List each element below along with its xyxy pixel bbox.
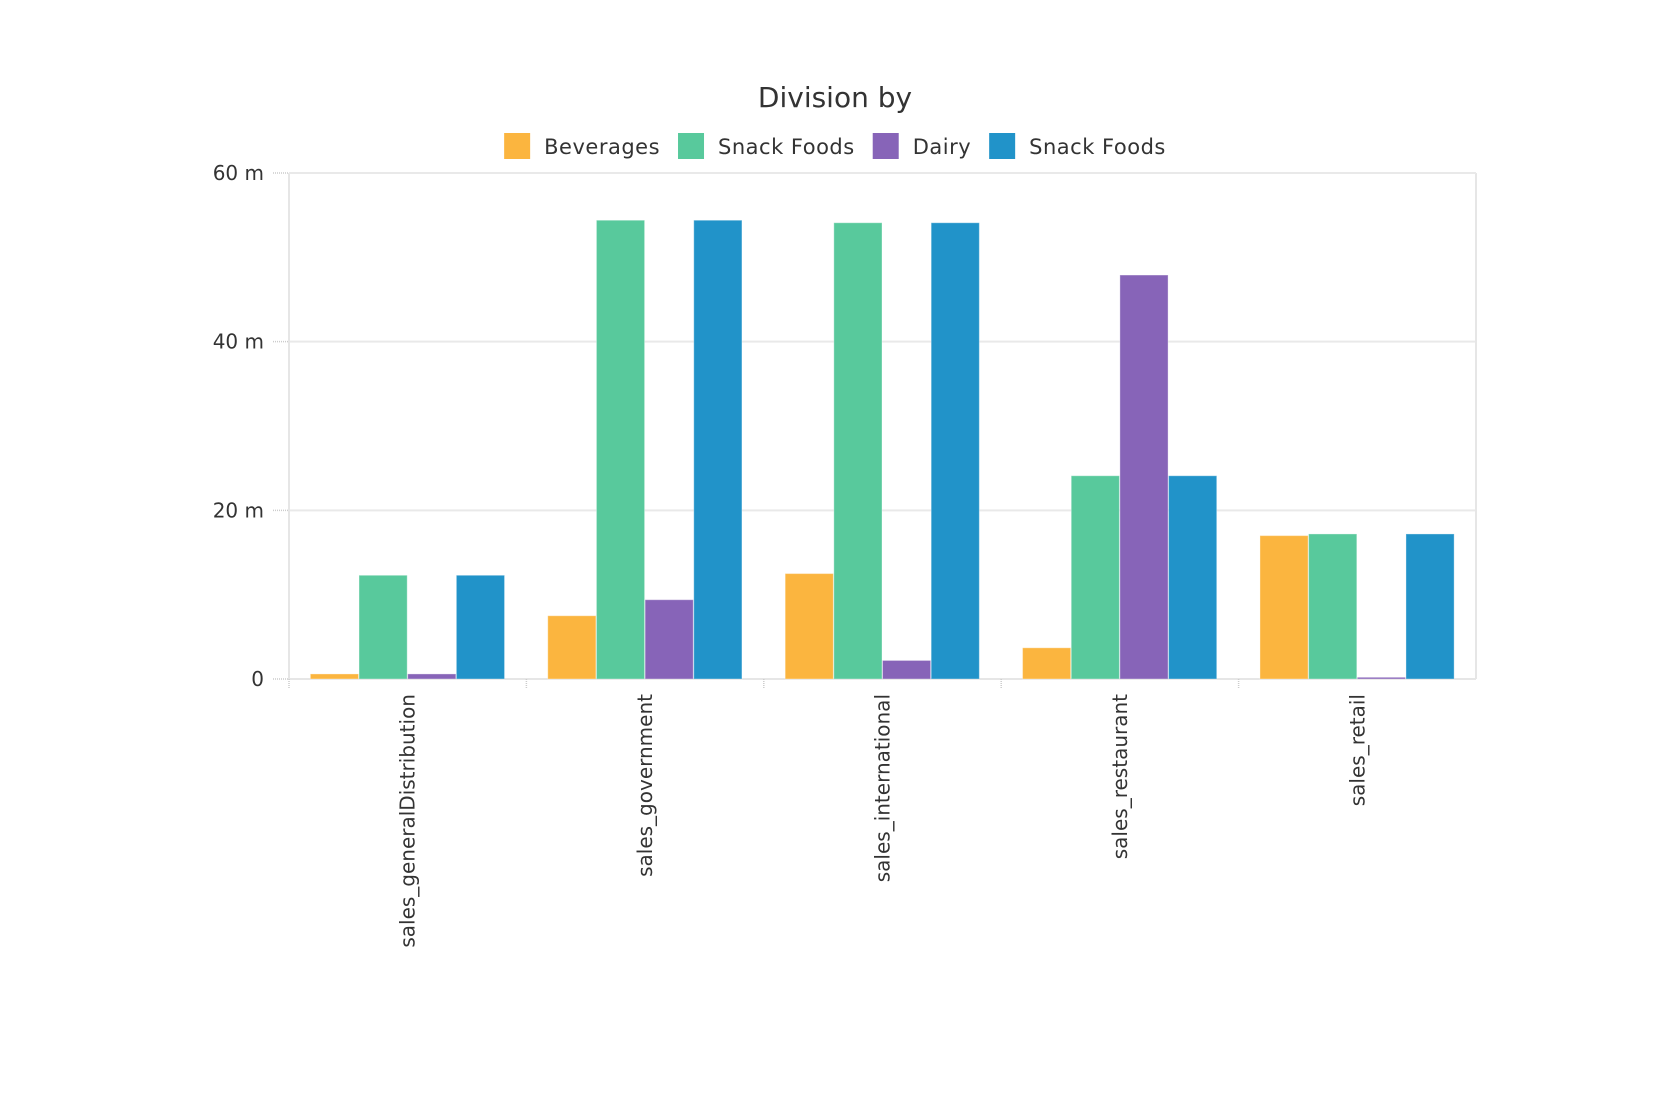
legend-label: Beverages [544,135,660,159]
bar-dairy-sales_restaurant[interactable] [1119,274,1169,680]
legend-item-snack-foods[interactable]: Snack Foods [678,133,855,159]
bar-snack-foods-sales_government[interactable] [595,219,646,680]
bar-dairy-sales_retail[interactable] [1356,676,1406,680]
bar-beverages-sales_international[interactable] [784,573,834,680]
bars [309,219,1455,680]
legend: Beverages Snack Foods Dairy Snack Foods [504,133,1166,159]
legend-label: Snack Foods [1029,135,1166,159]
x-axis: sales_generalDistribution sales_governmen… [288,679,1369,948]
bar-snack-foods-sales_generalDistribution[interactable] [358,574,408,680]
gridlines [288,172,1477,680]
y-tick-label: 40 m [213,330,264,354]
bar-snack-foods-sales_restaurant[interactable] [1168,475,1218,680]
legend-label: Dairy [913,135,971,159]
bar-snack-foods-sales_international[interactable] [930,222,980,680]
chart-title: Division by [758,81,912,114]
x-tick-label: sales_international [871,694,895,882]
x-tick-label: sales_restaurant [1108,694,1132,859]
bar-dairy-sales_generalDistribution[interactable] [407,673,457,680]
bar-beverages-sales_generalDistribution[interactable] [309,673,360,680]
legend-item-dairy[interactable]: Dairy [872,133,971,159]
legend-swatch [989,133,1016,159]
bar-beverages-sales_retail[interactable] [1259,535,1309,680]
x-tick-label: sales_government [633,694,657,877]
legend-swatch [872,133,899,159]
legend-item-beverages[interactable]: Beverages [504,133,660,159]
legend-swatch [678,133,705,159]
bar-snack-foods-sales_retail[interactable] [1405,533,1455,680]
x-tick-label: sales_generalDistribution [396,694,420,948]
bar-beverages-sales_restaurant[interactable] [1022,647,1072,680]
bar-dairy-sales_government[interactable] [644,599,694,680]
y-axis: 0 20 m 40 m 60 m [213,161,289,691]
legend-swatch [504,133,531,159]
y-tick-label: 0 [251,667,264,691]
bar-snack-foods-sales_generalDistribution[interactable] [455,574,506,680]
y-tick-label: 60 m [213,161,264,185]
bar-beverages-sales_government[interactable] [547,615,597,680]
bar-snack-foods-sales_international[interactable] [833,222,883,680]
bar-snack-foods-sales_restaurant[interactable] [1070,475,1120,680]
legend-label: Snack Foods [718,135,855,159]
x-tick-label: sales_retail [1345,694,1369,806]
bar-snack-foods-sales_government[interactable] [693,219,743,680]
bar-dairy-sales_international[interactable] [882,659,932,680]
y-tick-label: 20 m [213,498,264,522]
legend-item-snack-foods[interactable]: Snack Foods [989,133,1166,159]
bar-snack-foods-sales_retail[interactable] [1308,533,1358,680]
